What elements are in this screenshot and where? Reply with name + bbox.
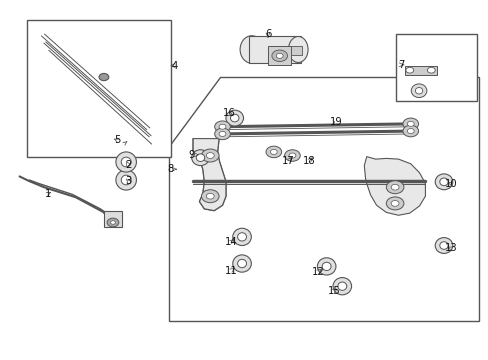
Ellipse shape [337, 282, 346, 291]
Polygon shape [364, 157, 425, 215]
Bar [103, 211, 122, 227]
Ellipse shape [121, 175, 131, 185]
Circle shape [386, 197, 403, 210]
Ellipse shape [191, 150, 209, 166]
Text: 5: 5 [114, 135, 121, 145]
Bar [267, 46, 291, 65]
Circle shape [284, 150, 300, 161]
Polygon shape [168, 77, 478, 321]
Circle shape [206, 153, 214, 158]
Circle shape [386, 181, 403, 194]
Text: 3: 3 [125, 176, 131, 186]
Circle shape [271, 50, 287, 62]
Circle shape [206, 193, 214, 199]
Ellipse shape [410, 84, 426, 98]
Circle shape [99, 73, 109, 81]
Text: 18: 18 [302, 156, 315, 166]
Circle shape [107, 218, 119, 227]
Circle shape [390, 184, 398, 190]
Bar [291, 46, 302, 55]
Text: 17: 17 [282, 156, 294, 166]
Circle shape [110, 221, 115, 224]
Ellipse shape [240, 36, 263, 63]
Text: 6: 6 [264, 29, 271, 39]
Bar [27, 20, 171, 157]
Circle shape [402, 118, 418, 130]
Ellipse shape [414, 87, 422, 94]
Circle shape [265, 146, 281, 158]
Text: 4: 4 [171, 60, 178, 71]
Text: 19: 19 [329, 117, 342, 127]
Text: 2: 2 [124, 159, 131, 170]
Circle shape [219, 124, 225, 129]
Ellipse shape [237, 259, 246, 268]
Text: 8: 8 [167, 164, 176, 174]
Circle shape [276, 53, 283, 58]
Circle shape [407, 121, 413, 126]
Text: 13: 13 [444, 243, 456, 253]
Ellipse shape [116, 152, 136, 172]
Ellipse shape [439, 242, 447, 249]
Bar [395, 34, 476, 101]
Text: 9: 9 [188, 150, 198, 160]
Circle shape [407, 129, 413, 134]
Ellipse shape [237, 233, 246, 241]
Circle shape [390, 201, 398, 206]
Circle shape [201, 190, 219, 203]
Circle shape [214, 128, 230, 140]
Text: 1: 1 [44, 189, 51, 199]
Circle shape [201, 149, 219, 162]
Ellipse shape [288, 36, 307, 63]
Polygon shape [193, 139, 225, 211]
Ellipse shape [434, 238, 452, 253]
Ellipse shape [439, 178, 447, 186]
Text: 7: 7 [397, 60, 404, 70]
Text: 16: 16 [222, 108, 235, 118]
Text: 10: 10 [444, 179, 456, 189]
Circle shape [402, 125, 418, 137]
Ellipse shape [116, 170, 136, 190]
Bar [249, 36, 300, 63]
Ellipse shape [230, 114, 239, 122]
Circle shape [427, 67, 434, 73]
Text: 11: 11 [224, 266, 237, 276]
Circle shape [219, 131, 225, 136]
Text: 15: 15 [327, 286, 340, 296]
Ellipse shape [196, 154, 204, 162]
Ellipse shape [225, 110, 243, 126]
Ellipse shape [322, 262, 330, 271]
Circle shape [214, 121, 230, 132]
Circle shape [405, 67, 413, 73]
Text: 12: 12 [311, 267, 324, 277]
Ellipse shape [317, 258, 335, 275]
Ellipse shape [232, 255, 251, 272]
Ellipse shape [232, 228, 251, 246]
Bar [404, 66, 436, 75]
Ellipse shape [332, 278, 351, 295]
Circle shape [288, 153, 295, 158]
Ellipse shape [434, 174, 452, 190]
Circle shape [270, 149, 277, 154]
Ellipse shape [121, 157, 131, 167]
Text: 14: 14 [224, 237, 237, 247]
